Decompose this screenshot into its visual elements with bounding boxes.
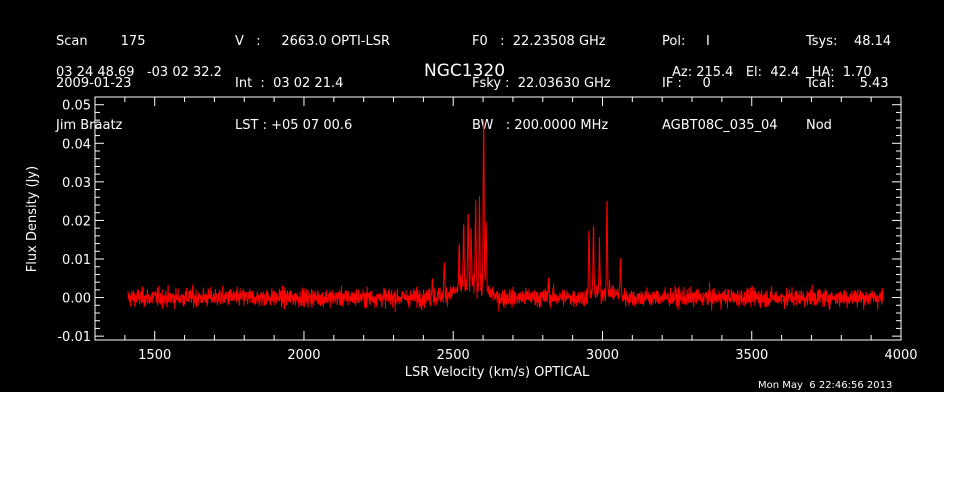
observer-line: Jim Braatz: [56, 118, 123, 133]
header-col-scan: Scan 175 2009-01-23 Jim Braatz: [56, 7, 145, 161]
tcal-line: Tcal: 5.43: [806, 76, 889, 91]
y-axis-label: Flux Density (Jy): [25, 166, 40, 272]
header-col-pol: Pol: I IF : 0 AGBT08C_035_04: [662, 7, 778, 161]
velocity-line: V : 2663.0 OPTI-LSR: [235, 34, 391, 49]
y-tick-label: 0.02: [62, 214, 91, 229]
project-line: AGBT08C_035_04: [662, 118, 778, 133]
x-tick-label: 3500: [735, 348, 768, 363]
integration-line: Int : 03 02 21.4: [235, 76, 344, 91]
x-tick-label: 3000: [586, 348, 619, 363]
y-tick-label: 0.00: [62, 292, 91, 307]
f0-line: F0 : 22.23508 GHz: [472, 34, 606, 49]
az-el-ha: Az: 215.4 El: 42.4 HA: 1.70: [672, 65, 872, 80]
y-tick-label: -0.01: [57, 330, 91, 345]
pol-line: Pol: I: [662, 34, 710, 49]
date-line: 2009-01-23: [56, 76, 132, 91]
x-tick-label: 4000: [884, 348, 917, 363]
header-col-velocity: V : 2663.0 OPTI-LSR Int : 03 02 21.4 LST…: [235, 7, 390, 161]
y-tick-label: 0.04: [62, 137, 91, 152]
procedure-line: Nod: [806, 118, 832, 133]
bandwidth-line: BW : 200.0000 MHz: [472, 118, 609, 133]
y-tick-label: 0.05: [62, 99, 91, 114]
timestamp: Mon May 6 22:46:56 2013: [758, 380, 893, 391]
y-tick-label: 0.01: [62, 253, 91, 268]
header-col-frequency: F0 : 22.23508 GHz Fsky : 22.03630 GHz BW…: [472, 7, 611, 161]
spectrum-line: [127, 119, 884, 313]
scan-line: Scan 175: [56, 34, 146, 49]
x-tick-label: 2500: [437, 348, 470, 363]
plot-frame: [94, 96, 902, 341]
spectrum-chart: 1500 2000 2500 3000 3500 4000 -0.01 0.00 0.01 0.0…: [25, 96, 918, 380]
lst-line: LST : +05 07 00.6: [235, 118, 353, 133]
fsky-line: Fsky : 22.03630 GHz: [472, 76, 611, 91]
x-tick-label: 1500: [138, 348, 171, 363]
plot-panel: Scan 175 2009-01-23 Jim Braatz V : 2663.…: [0, 0, 944, 392]
header-col-tsys: Tsys: 48.14 Tcal: 5.43 Nod: [806, 7, 891, 161]
x-axis-label: LSR Velocity (km/s) OPTICAL: [405, 365, 590, 380]
if-line: IF : 0: [662, 76, 711, 91]
tsys-line: Tsys: 48.14: [806, 34, 892, 49]
y-tick-label: 0.03: [62, 176, 91, 191]
source-title: NGC1320: [424, 61, 506, 81]
x-tick-label: 2000: [287, 348, 320, 363]
coordinates: 03 24 48.69 -03 02 32.2: [56, 65, 222, 80]
